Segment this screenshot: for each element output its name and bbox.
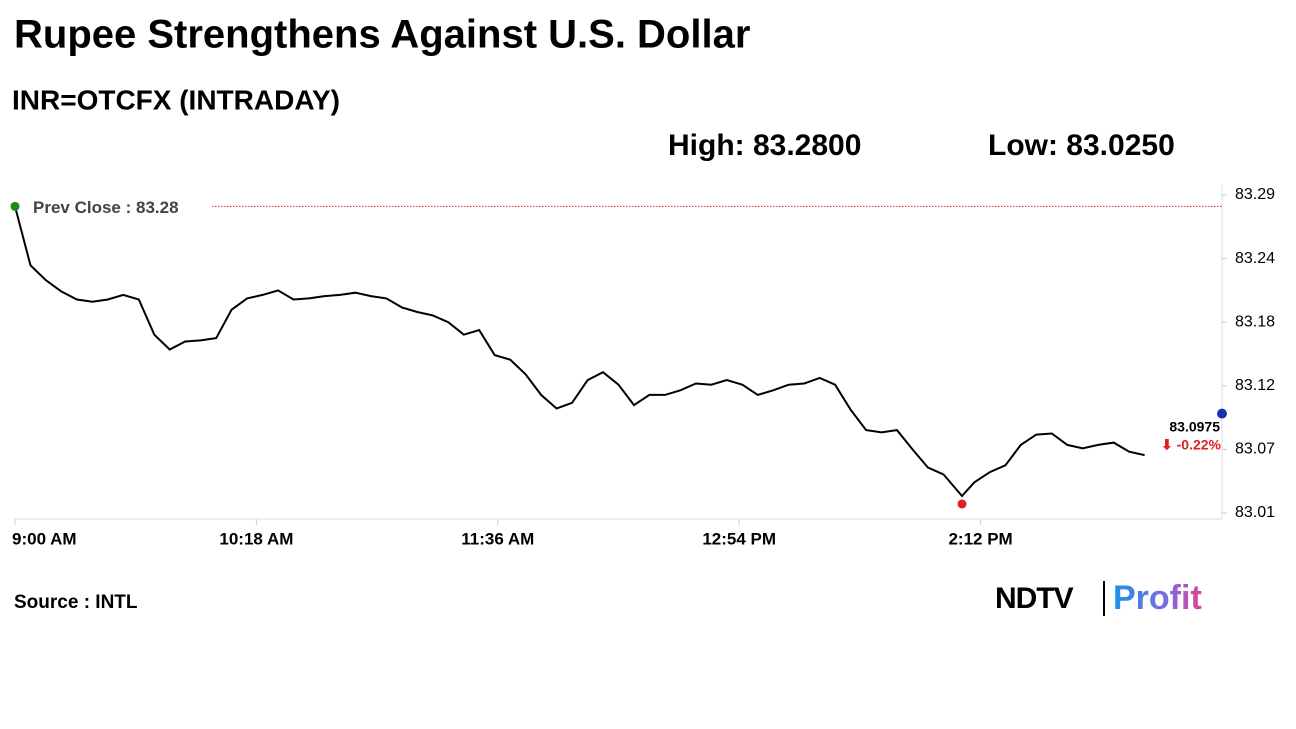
last-marker [1217, 408, 1227, 419]
logo-profit: Profit [1113, 579, 1202, 617]
price-line [14, 206, 1145, 498]
prev-close-label: Prev Close : 83.28 [33, 198, 179, 217]
low-text: Low: 83.0250 [988, 129, 1175, 162]
x-tick-label: 12:54 PM [702, 529, 776, 548]
x-tick-label: 2:12 PM [948, 529, 1012, 548]
y-tick-label: 83.01 [1235, 504, 1275, 521]
start-marker [10, 201, 20, 211]
y-tick-label: 83.29 [1235, 186, 1275, 203]
high-text: High: 83.2800 [668, 129, 861, 162]
source: Source : INTL [14, 592, 138, 613]
logo-ndtv: NDTV [995, 582, 1074, 615]
low-marker [957, 499, 967, 509]
x-tick-label: 10:18 AM [219, 529, 293, 548]
y-tick-label: 83.24 [1235, 250, 1275, 267]
y-tick-label: 83.12 [1235, 377, 1275, 394]
x-tick-label: 9:00 AM [12, 529, 77, 548]
subtitle: INR=OTCFX (INTRADAY) [12, 84, 340, 115]
chart-title: Rupee Strengthens Against U.S. Dollar [14, 13, 750, 57]
y-tick-label: 83.18 [1235, 313, 1275, 330]
change-label: ⬇ -0.22% [1161, 436, 1222, 452]
y-tick-label: 83.07 [1235, 441, 1275, 458]
x-tick-label: 11:36 AM [461, 529, 534, 548]
last-value-label: 83.0975 [1169, 418, 1220, 434]
